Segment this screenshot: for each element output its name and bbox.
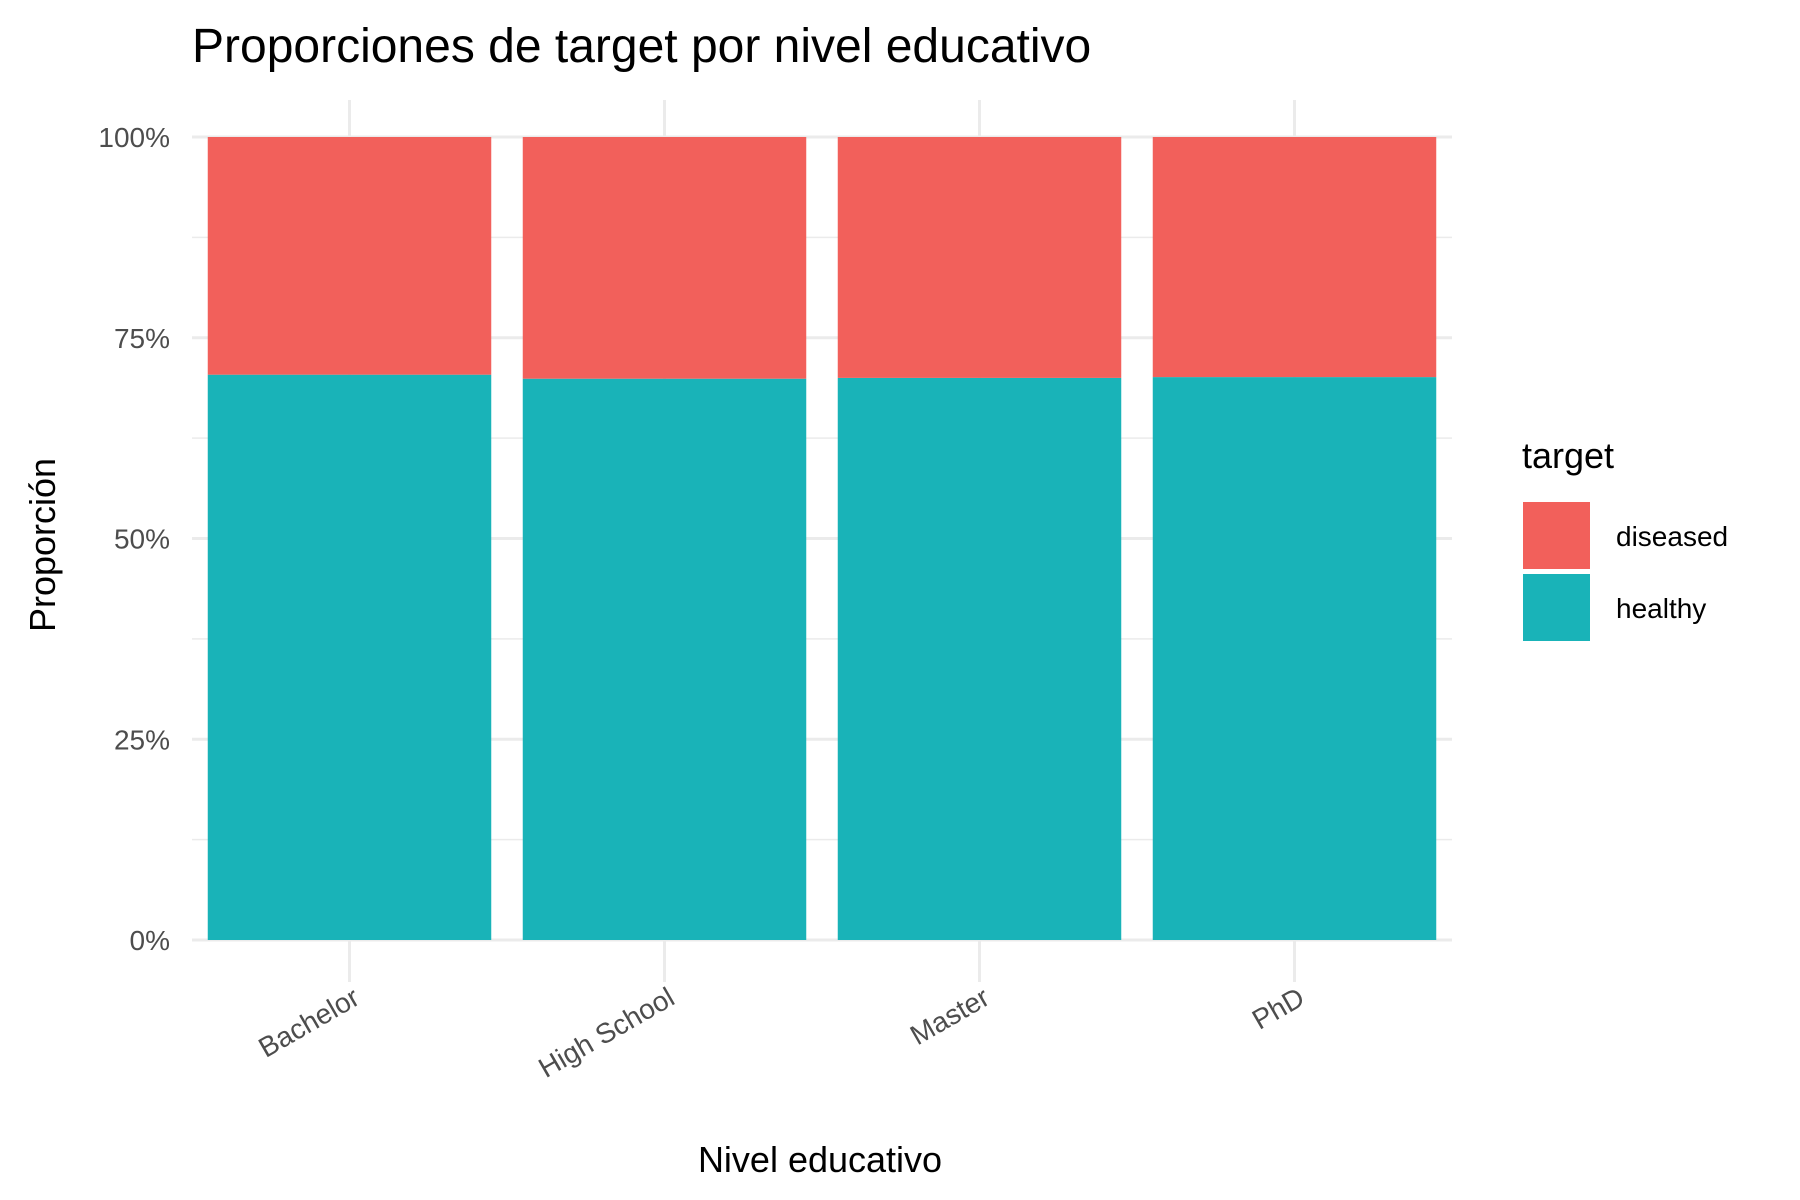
bars: [207, 137, 1437, 940]
bar-diseased-phd: [1152, 137, 1437, 378]
legend-title: target: [1522, 435, 1614, 476]
y-tick-label: 25%: [114, 724, 170, 755]
x-axis-title: Nivel educativo: [698, 1139, 942, 1180]
x-tick-label: Bachelor: [253, 981, 364, 1063]
bar-healthy-master: [837, 377, 1122, 940]
legend-items: diseased healthy: [1523, 502, 1728, 641]
chart-title: Proporciones de target por nivel educati…: [192, 20, 1091, 73]
legend-swatch-healthy: [1523, 574, 1590, 641]
x-tick-label: High School: [533, 981, 679, 1083]
legend-label-healthy: healthy: [1616, 593, 1706, 624]
legend-label-diseased: diseased: [1616, 521, 1728, 552]
legend: target diseased healthy: [1522, 435, 1728, 641]
x-tick-label: PhD: [1247, 981, 1310, 1035]
y-axis-ticks: 0% 25% 50% 75% 100%: [98, 122, 170, 956]
bar-healthy-bachelor: [207, 374, 492, 940]
bar-healthy-high-school: [522, 378, 807, 940]
bar-diseased-high-school: [522, 137, 807, 379]
bar-diseased-master: [837, 137, 1122, 378]
y-tick-label: 50%: [114, 524, 170, 555]
bar-healthy-phd: [1152, 377, 1437, 940]
bar-diseased-bachelor: [207, 137, 492, 375]
y-tick-label: 75%: [114, 323, 170, 354]
legend-swatch-diseased: [1523, 502, 1590, 569]
y-tick-label: 0%: [130, 925, 170, 956]
x-axis-ticks: Bachelor High School Master PhD: [253, 981, 1309, 1083]
x-tick-label: Master: [905, 981, 995, 1051]
y-axis-title: Proporción: [22, 458, 63, 632]
y-tick-label: 100%: [98, 122, 170, 153]
